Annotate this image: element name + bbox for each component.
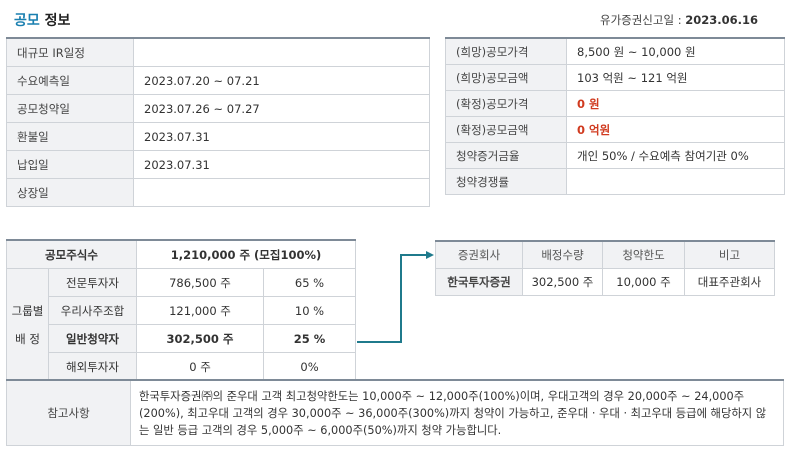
- table-row: 청약경쟁률: [445, 168, 785, 195]
- allocation-shares: 786,500 주: [136, 268, 264, 297]
- connector-arrowhead: [426, 251, 434, 259]
- underwriter-quantity: 302,500 주: [522, 268, 603, 296]
- allocation-shares: 121,000 주: [136, 296, 264, 325]
- schedule-value: [133, 178, 430, 207]
- notes-text: 한국투자증권㈜의 준우대 고객 최고청약한도는 10,000주 ~ 12,000…: [130, 379, 784, 446]
- pricing-label: (희망)공모금액: [445, 64, 567, 91]
- pricing-label: (확정)공모가격: [445, 90, 567, 117]
- pricing-label: (희망)공모가격: [445, 37, 567, 65]
- connector-line: [357, 254, 428, 343]
- allocation-percent: 65 %: [263, 268, 356, 297]
- schedule-value: 2023.07.31: [133, 122, 430, 151]
- schedule-label: 납입일: [6, 150, 134, 179]
- underwriter-limit: 10,000 주: [602, 268, 685, 296]
- table-row: 수요예측일 2023.07.20 ~ 07.21: [6, 66, 430, 95]
- table-row: (희망)공모가격 8,500 원 ~ 10,000 원: [445, 37, 785, 65]
- table-row: (확정)공모가격 0 원: [445, 90, 785, 117]
- underwriter-table: 증권회사 배정수량 청약한도 비고 한국투자증권 302,500 주 10,00…: [435, 240, 775, 296]
- underwriter-company: 한국투자증권: [435, 268, 523, 296]
- table-row: 한국투자증권 302,500 주 10,000 주 대표주관회사: [435, 268, 775, 296]
- pricing-value: 개인 50% / 수요예측 참여기관 0%: [566, 142, 785, 169]
- allocation-category: 해외투자자: [48, 352, 137, 381]
- column-header: 증권회사: [435, 240, 523, 269]
- total-shares-value: 1,210,000 주 (모집100%): [136, 239, 356, 269]
- column-header: 청약한도: [602, 240, 685, 269]
- pricing-label: 청약경쟁률: [445, 168, 567, 195]
- column-header: 비고: [684, 240, 775, 269]
- schedule-label: 환불일: [6, 122, 134, 151]
- pricing-value-highlight: 0 억원: [566, 116, 785, 143]
- pricing-label: (확정)공모금액: [445, 116, 567, 143]
- allocation-shares: 302,500 주: [136, 324, 264, 353]
- schedule-value: 2023.07.31: [133, 150, 430, 179]
- table-row: 대규모 IR일정: [6, 37, 430, 67]
- table-row: 청약증거금율 개인 50% / 수요예측 참여기관 0%: [445, 142, 785, 169]
- schedule-value: [133, 37, 430, 67]
- pricing-label: 청약증거금율: [445, 142, 567, 169]
- table-row: 일반청약자 302,500 주 25 %: [7, 324, 356, 353]
- page-title-accent: 공모: [14, 13, 40, 29]
- pricing-value-highlight: 0 원: [566, 90, 785, 117]
- page-title: 공모 정보: [14, 10, 70, 30]
- pricing-table: (희망)공모가격 8,500 원 ~ 10,000 원 (희망)공모금액 103 억…: [445, 37, 785, 195]
- allocation-percent: 10 %: [263, 296, 356, 325]
- allocation-percent: 25 %: [263, 324, 356, 353]
- allocation-category: 일반청약자: [48, 324, 137, 353]
- schedule-table: 대규모 IR일정 수요예측일 2023.07.20 ~ 07.21 공모청약일 20…: [6, 37, 430, 207]
- table-row: 공모주식수 1,210,000 주 (모집100%): [6, 239, 356, 269]
- table-row: 우리사주조합 121,000 주 10 %: [7, 296, 356, 325]
- table-row: 환불일 2023.07.31: [6, 122, 430, 151]
- schedule-label: 수요예측일: [6, 66, 134, 95]
- allocation-shares: 0 주: [136, 352, 264, 381]
- pricing-value: 8,500 원 ~ 10,000 원: [566, 37, 785, 65]
- table-row: 해외투자자 0 주 0%: [7, 352, 356, 381]
- table-header-row: 증권회사 배정수량 청약한도 비고: [435, 240, 775, 269]
- table-row: 공모청약일 2023.07.26 ~ 07.27: [6, 94, 430, 123]
- schedule-label: 공모청약일: [6, 94, 134, 123]
- page-title-rest: 정보: [39, 13, 71, 29]
- allocation-percent: 0%: [263, 352, 356, 381]
- table-row: (확정)공모금액 0 억원: [445, 116, 785, 143]
- table-row: (희망)공모금액 103 억원 ~ 121 억원: [445, 64, 785, 91]
- notes-table: 참고사항 한국투자증권㈜의 준우대 고객 최고청약한도는 10,000주 ~ 1…: [6, 379, 784, 446]
- column-header: 배정수량: [522, 240, 603, 269]
- allocation-category: 우리사주조합: [48, 296, 137, 325]
- filing-date-value: 2023.06.16: [685, 13, 758, 27]
- pricing-value: [566, 168, 785, 195]
- table-row: 참고사항 한국투자증권㈜의 준우대 고객 최고청약한도는 10,000주 ~ 1…: [6, 379, 784, 446]
- allocation-category: 전문투자자: [48, 268, 137, 297]
- filing-date-label: 유가증권신고일 :: [599, 13, 686, 27]
- total-shares-label: 공모주식수: [6, 239, 137, 269]
- underwriter-note: 대표주관회사: [684, 268, 775, 296]
- group-label-line1: 그룹별: [11, 303, 44, 318]
- schedule-label: 대규모 IR일정: [6, 37, 134, 67]
- group-label-line2: 배 정: [15, 331, 40, 346]
- table-row: 상장일: [6, 178, 430, 207]
- table-row: 납입일 2023.07.31: [6, 150, 430, 179]
- schedule-value: 2023.07.20 ~ 07.21: [133, 66, 430, 95]
- schedule-value: 2023.07.26 ~ 07.27: [133, 94, 430, 123]
- notes-label: 참고사항: [6, 379, 131, 446]
- schedule-label: 상장일: [6, 178, 134, 207]
- filing-date-info: 유가증권신고일 : 2023.06.16: [600, 12, 758, 28]
- pricing-value: 103 억원 ~ 121 억원: [566, 64, 785, 91]
